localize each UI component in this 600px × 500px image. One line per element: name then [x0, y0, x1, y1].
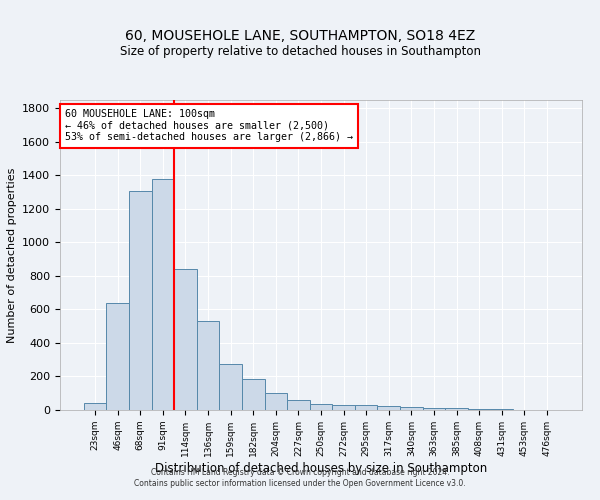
Bar — [400, 407, 422, 410]
Text: Size of property relative to detached houses in Southampton: Size of property relative to detached ho… — [119, 44, 481, 58]
Bar — [220, 364, 242, 410]
Text: Contains HM Land Registry data © Crown copyright and database right 2024.
Contai: Contains HM Land Registry data © Crown c… — [134, 468, 466, 487]
Bar — [355, 406, 377, 410]
Bar — [106, 303, 129, 410]
Text: 60 MOUSEHOLE LANE: 100sqm
← 46% of detached houses are smaller (2,500)
53% of se: 60 MOUSEHOLE LANE: 100sqm ← 46% of detac… — [65, 110, 353, 142]
Bar — [287, 400, 310, 410]
Bar — [377, 406, 400, 410]
Bar — [197, 321, 220, 410]
Y-axis label: Number of detached properties: Number of detached properties — [7, 168, 17, 342]
Bar — [332, 405, 355, 410]
Bar — [242, 379, 265, 410]
Bar — [129, 192, 152, 410]
Text: 60, MOUSEHOLE LANE, SOUTHAMPTON, SO18 4EZ: 60, MOUSEHOLE LANE, SOUTHAMPTON, SO18 4E… — [125, 28, 475, 42]
Bar — [468, 409, 490, 410]
Bar — [174, 269, 197, 410]
Bar — [265, 393, 287, 410]
Bar — [84, 403, 106, 410]
X-axis label: Distribution of detached houses by size in Southampton: Distribution of detached houses by size … — [155, 462, 487, 474]
Bar — [445, 408, 468, 410]
Bar — [422, 408, 445, 410]
Bar — [152, 179, 174, 410]
Bar — [310, 404, 332, 410]
